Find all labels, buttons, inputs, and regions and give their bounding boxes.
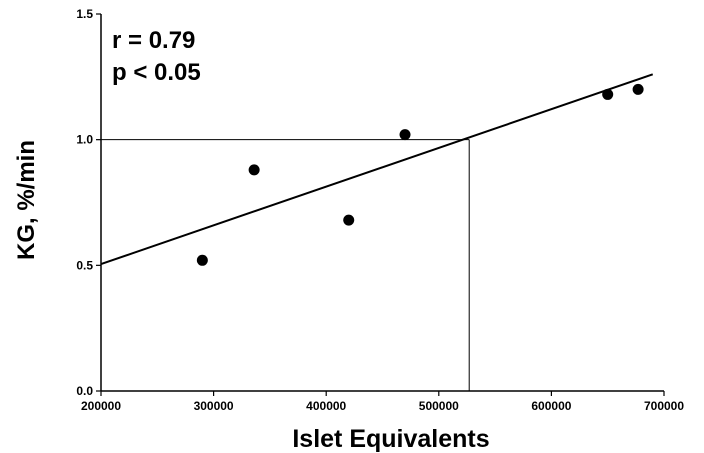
x-tick-label: 700000 [644, 399, 684, 413]
y-tick-label: 1.0 [76, 133, 93, 147]
data-points [196, 83, 644, 266]
y-axis-title: KG, %/min [13, 140, 40, 260]
x-tick-label: 400000 [306, 399, 346, 413]
data-point [343, 214, 355, 226]
data-point [632, 83, 644, 95]
tick-labels: 0.0 0.5 1.0 1.5 200000 300000 400000 500000 6000… [76, 7, 684, 413]
x-tick-label: 500000 [419, 399, 459, 413]
y-tick-label: 1.5 [76, 7, 93, 21]
data-point [248, 164, 260, 176]
axes-layer [100, 14, 664, 392]
regression-line [100, 73, 654, 266]
data-point [399, 129, 411, 141]
data-point [196, 254, 208, 266]
fit-line-layer [100, 73, 654, 266]
y-tick-label: 0.0 [76, 384, 93, 398]
x-tick-label: 200000 [81, 399, 121, 413]
data-point [602, 88, 614, 100]
reference-lines [101, 139, 470, 391]
y-tick-label: 0.5 [76, 258, 93, 272]
x-axis-title: Islet Equivalents [292, 425, 489, 453]
p-value-annotation: p < 0.05 [112, 59, 201, 86]
x-tick-label: 300000 [194, 399, 234, 413]
r-value-annotation: r = 0.79 [112, 27, 195, 54]
x-tick-label: 600000 [531, 399, 571, 413]
